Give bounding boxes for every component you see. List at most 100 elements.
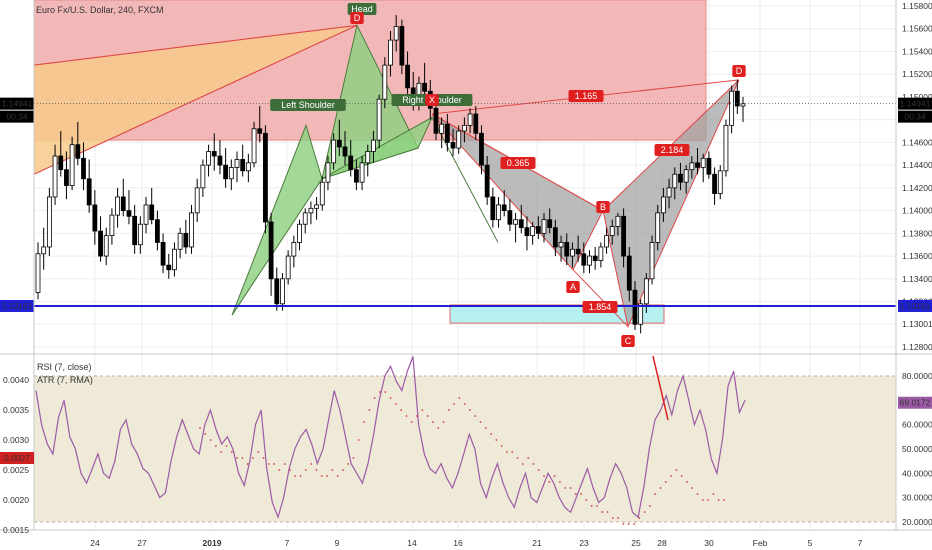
atr-dot xyxy=(347,463,350,465)
x-tick-label: 14 xyxy=(407,538,417,548)
y-tick-label: 1.13600 xyxy=(902,251,932,261)
atr-dot xyxy=(643,511,646,513)
candle-body xyxy=(35,253,41,293)
atr-dot xyxy=(469,409,471,411)
ratio-bcd-label: 2.184 xyxy=(661,145,684,155)
x-tick-label: 16 xyxy=(453,538,463,548)
candle-body xyxy=(723,124,729,172)
atr-dot xyxy=(580,493,582,495)
candle-body xyxy=(706,157,712,175)
countdown-left: 00:34 xyxy=(6,112,28,122)
candle-body xyxy=(598,246,604,262)
point-d-label-box xyxy=(732,65,746,77)
candle-body xyxy=(479,132,484,166)
atr-tick-label: 0.0020 xyxy=(3,495,29,505)
candle-body xyxy=(126,210,132,217)
y-tick-label: 1.15400 xyxy=(902,46,932,56)
x-tick-label: 30 xyxy=(704,538,714,548)
y-tick-label: 1.13400 xyxy=(902,274,932,284)
last-price-badge-left xyxy=(0,97,34,110)
atr-dot xyxy=(648,505,651,507)
candle-body xyxy=(314,204,319,209)
candle-body xyxy=(75,144,81,159)
atr-dot xyxy=(675,469,678,471)
candle-body xyxy=(177,232,183,250)
candle-body xyxy=(700,157,706,168)
ratio-abc-label: 1.854 xyxy=(589,302,612,312)
atr-dot xyxy=(241,457,244,459)
atr-dot xyxy=(680,475,683,477)
atr-dot xyxy=(712,493,715,495)
x-tick-label: 2019 xyxy=(203,538,222,548)
candle-body xyxy=(200,164,206,189)
y-tick-label: 1.14400 xyxy=(902,160,932,170)
x-tick-label: 7 xyxy=(285,538,290,548)
atr-dot xyxy=(707,499,710,501)
candle-body xyxy=(484,164,490,198)
candle-body xyxy=(211,151,217,157)
candle-body xyxy=(695,162,700,168)
atr-dot xyxy=(617,517,620,519)
candle-body xyxy=(433,107,439,134)
atr-dot xyxy=(596,505,598,507)
wedge-upper-line xyxy=(33,24,358,66)
candle-body xyxy=(353,169,359,183)
candle-body xyxy=(336,139,342,148)
atr-tick-label: 0.0025 xyxy=(3,465,29,475)
candle-body xyxy=(245,162,251,172)
candle-body xyxy=(734,90,740,107)
atr-dot xyxy=(670,475,672,477)
candle-body xyxy=(513,219,518,225)
atr-current: 0.0027 xyxy=(4,453,30,463)
candle-body xyxy=(518,219,524,229)
atr-dot xyxy=(389,397,392,399)
atr-dot xyxy=(257,451,260,453)
last-price-left: 1.14941 xyxy=(2,99,33,109)
x-tick-label: Feb xyxy=(753,538,768,548)
atr-dot xyxy=(220,451,223,453)
atr-dot xyxy=(548,481,551,483)
atr-dot xyxy=(289,469,291,471)
candle-body xyxy=(120,196,126,212)
x-tick-label: 28 xyxy=(657,538,667,548)
ratio-xab-label: 0.365 xyxy=(507,158,530,168)
atr-dot xyxy=(421,409,424,411)
support-left: 1.13161 xyxy=(2,301,33,311)
atr-dot xyxy=(267,463,270,465)
atr-dot xyxy=(638,517,641,519)
y-tick-label: 1.14000 xyxy=(902,206,932,216)
atr-dot xyxy=(559,481,561,483)
atr-dot xyxy=(368,409,371,411)
countdown-badge-left xyxy=(0,110,34,123)
y-tick-label: 1.14600 xyxy=(902,137,932,147)
candle-body xyxy=(535,226,541,234)
candle-body xyxy=(308,207,314,214)
candle-body xyxy=(280,278,285,305)
x-tick-label: 9 xyxy=(335,538,340,548)
candle-body xyxy=(439,123,445,134)
atr-dot xyxy=(521,463,524,465)
atr-dot xyxy=(458,397,461,399)
candle-body xyxy=(672,173,678,189)
x-tick-label: 5 xyxy=(808,538,813,548)
candle-body xyxy=(717,170,723,194)
candle-body xyxy=(291,242,297,257)
ratio-xab-label-box xyxy=(500,157,536,169)
candle-body xyxy=(683,169,689,183)
x-tick-label: 21 xyxy=(532,538,542,548)
candle-body xyxy=(490,196,496,221)
atr-dot xyxy=(410,421,413,423)
atr-dot xyxy=(447,409,450,411)
atr-dot xyxy=(326,475,328,477)
atr-current-badge xyxy=(0,452,34,464)
candle-body xyxy=(382,64,388,100)
atr-dot xyxy=(384,391,387,393)
candle-body xyxy=(194,187,200,214)
atr-dot xyxy=(214,445,217,447)
candle-body xyxy=(575,248,581,255)
candle-body xyxy=(712,173,717,194)
point-x-label: X xyxy=(429,95,435,105)
atr-dot xyxy=(627,523,630,525)
candle-body xyxy=(621,215,627,257)
